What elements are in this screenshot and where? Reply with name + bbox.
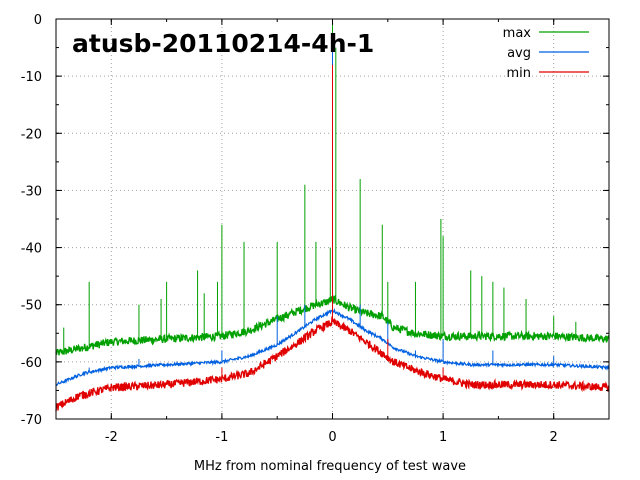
y-tick-label: -20 — [21, 127, 42, 142]
x-axis-label: MHz from nominal frequency of test wave — [194, 459, 466, 474]
y-tick-label: -30 — [21, 184, 42, 199]
x-tick-label: 2 — [550, 430, 558, 445]
legend-label-max: max — [503, 26, 532, 41]
y-tick-label: -40 — [21, 242, 42, 257]
y-tick-label: -50 — [21, 299, 42, 314]
x-tick-label: -1 — [215, 430, 228, 445]
x-tick-label: 0 — [328, 430, 336, 445]
legend: max avg min — [503, 26, 589, 81]
chart-title: atusb-20110214-4h-1 — [72, 29, 374, 58]
x-tick-label: -2 — [105, 430, 118, 445]
y-tick-label: -70 — [21, 413, 42, 428]
y-tick-label: 0 — [34, 13, 42, 28]
y-tick-label: -10 — [21, 70, 42, 85]
legend-label-min: min — [506, 66, 531, 81]
legend-label-avg: avg — [507, 46, 531, 61]
y-tick-label: -60 — [21, 356, 42, 371]
series-min — [55, 64, 610, 412]
x-tick-label: 1 — [439, 430, 447, 445]
axis-ticks: -2 -1 0 1 20-10-20-30-40-50-60-70 — [21, 13, 610, 445]
